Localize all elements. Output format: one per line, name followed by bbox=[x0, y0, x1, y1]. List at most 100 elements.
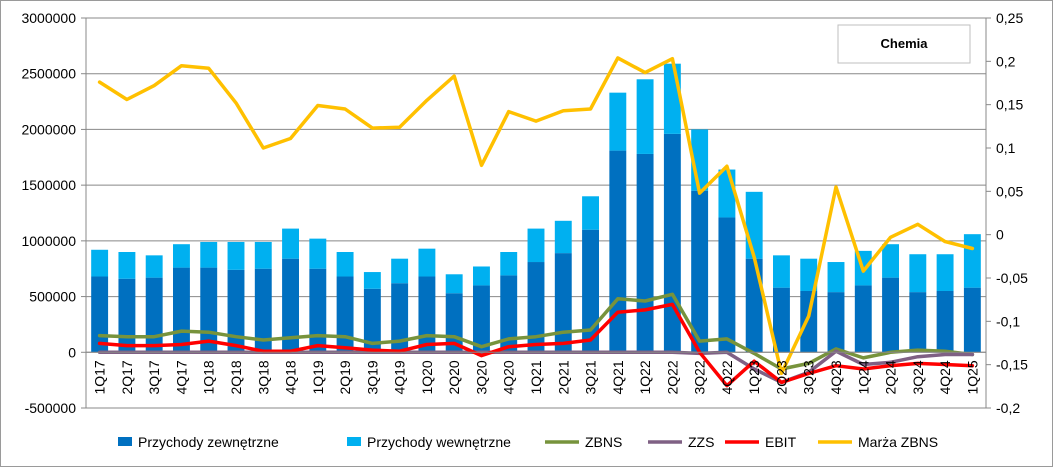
bar-internal-revenue bbox=[554, 220, 572, 254]
category-tick-label: 1Q24 bbox=[855, 360, 871, 394]
bar-external-revenue bbox=[963, 287, 981, 353]
bar-internal-revenue bbox=[282, 228, 299, 259]
category-tick-label: 1Q25 bbox=[964, 360, 980, 394]
bar-internal-revenue bbox=[773, 255, 790, 288]
bar-external-revenue bbox=[718, 217, 736, 353]
bar-internal-revenue bbox=[718, 169, 736, 218]
axes: -500000 0 500000 1000000 1500000 2000000 25000… bbox=[21, 10, 1028, 416]
bar-external-revenue bbox=[745, 258, 763, 353]
category-tick-label: 3Q21 bbox=[583, 360, 599, 394]
category-tick-label: 3Q17 bbox=[146, 360, 162, 394]
category-tick-label: 4Q18 bbox=[283, 360, 299, 394]
series-line-ebit bbox=[97, 302, 975, 388]
category-tick-label: 3Q22 bbox=[692, 360, 708, 394]
category-tick-label: 2Q18 bbox=[228, 360, 244, 394]
category-tick-label: 2Q24 bbox=[883, 360, 899, 394]
right-axis-tick-label: -0,05 bbox=[996, 270, 1028, 286]
category-tick-label: 2Q22 bbox=[664, 360, 680, 394]
bar-external-revenue bbox=[227, 269, 245, 353]
category-tick-label: 4Q19 bbox=[392, 360, 408, 394]
bar-internal-revenue bbox=[963, 234, 981, 288]
bar-internal-revenue bbox=[391, 258, 409, 284]
bar-internal-revenue bbox=[145, 255, 163, 278]
bar-external-revenue bbox=[254, 268, 272, 353]
legend-swatch bbox=[118, 437, 132, 446]
right-axis-tick-label: -0,2 bbox=[996, 400, 1020, 416]
bar-external-revenue bbox=[336, 276, 354, 353]
bar-internal-revenue bbox=[173, 244, 190, 268]
bar-external-revenue bbox=[145, 277, 163, 353]
bar-internal-revenue bbox=[527, 228, 545, 263]
legend-label: Przychody wewnętrzne bbox=[367, 434, 511, 450]
legend-label: ZBNS bbox=[585, 434, 622, 450]
left-axis-tick-label: 1000000 bbox=[21, 233, 76, 249]
legend-label: Marża ZBNS bbox=[858, 434, 938, 450]
bar-external-revenue bbox=[91, 276, 109, 353]
category-tick-label: 4Q22 bbox=[719, 360, 735, 394]
bar-external-revenue bbox=[636, 153, 654, 353]
left-axis-tick-label: 2500000 bbox=[21, 66, 76, 82]
bar-internal-revenue bbox=[827, 262, 845, 293]
title-box: Chemia bbox=[837, 24, 971, 64]
left-axis-tick-label: 3000000 bbox=[21, 10, 76, 26]
title-frame bbox=[837, 24, 971, 64]
legend-label: EBIT bbox=[765, 434, 797, 450]
bar-internal-revenue bbox=[91, 249, 109, 277]
bar-internal-revenue bbox=[500, 252, 518, 276]
bar-external-revenue bbox=[663, 133, 681, 353]
bar-external-revenue bbox=[582, 229, 599, 353]
bar-external-revenue bbox=[554, 253, 572, 353]
bar-internal-revenue bbox=[336, 252, 354, 277]
legend-label: ZZS bbox=[688, 434, 714, 450]
right-axis-tick-label: 0,2 bbox=[996, 53, 1016, 69]
left-axis-tick-label: -500000 bbox=[25, 400, 77, 416]
bar-internal-revenue bbox=[936, 254, 954, 291]
chart-title: Chemia bbox=[881, 36, 929, 51]
category-tick-label: 3Q24 bbox=[910, 360, 926, 394]
right-axis-tick-label: 0 bbox=[996, 227, 1004, 243]
bar-internal-revenue bbox=[254, 241, 272, 269]
category-tick-label: 3Q23 bbox=[801, 360, 817, 394]
right-axis-tick-label: 0,1 bbox=[996, 140, 1016, 156]
bar-internal-revenue bbox=[363, 272, 381, 289]
right-axis-tick-label: 0,25 bbox=[996, 10, 1023, 26]
bar-external-revenue bbox=[473, 285, 490, 353]
category-tick-label: 2Q19 bbox=[337, 360, 353, 394]
bar-external-revenue bbox=[173, 267, 190, 353]
bar-external-revenue bbox=[609, 150, 627, 353]
bar-external-revenue bbox=[118, 278, 136, 353]
bar-external-revenue bbox=[882, 277, 899, 353]
left-axis-tick-label: 500000 bbox=[29, 289, 76, 305]
right-axis-tick-label: -0,1 bbox=[996, 313, 1020, 329]
category-tick-label: 4Q23 bbox=[828, 360, 844, 394]
category-tick-label: 2Q21 bbox=[555, 360, 571, 394]
category-tick-label: 1Q18 bbox=[201, 360, 217, 394]
category-tick-label: 2Q17 bbox=[119, 360, 135, 394]
bar-internal-revenue bbox=[118, 252, 136, 279]
bar-external-revenue bbox=[363, 288, 381, 353]
category-tick-label: 4Q21 bbox=[610, 360, 626, 394]
bar-internal-revenue bbox=[800, 258, 818, 291]
category-tick-label: 1Q23 bbox=[746, 360, 762, 394]
category-tick-label: 2Q20 bbox=[446, 360, 462, 394]
bar-internal-revenue bbox=[663, 63, 681, 134]
bar-internal-revenue bbox=[909, 254, 927, 293]
bar-internal-revenue bbox=[200, 241, 218, 268]
left-axis-tick-label: 2000000 bbox=[21, 121, 76, 137]
bar-external-revenue bbox=[282, 258, 299, 353]
legend-swatch bbox=[347, 437, 361, 446]
bar-external-revenue bbox=[691, 190, 709, 353]
category-tick-label: 3Q19 bbox=[364, 360, 380, 394]
bar-external-revenue bbox=[527, 262, 545, 353]
bar-internal-revenue bbox=[309, 238, 327, 269]
bar-external-revenue bbox=[773, 287, 790, 353]
bar-internal-revenue bbox=[882, 244, 899, 278]
category-tick-label: 3Q20 bbox=[473, 360, 489, 394]
legend-label: Przychody zewnętrzne bbox=[138, 434, 279, 450]
category-tick-label: 1Q21 bbox=[528, 360, 544, 394]
left-axis-tick-label: 0 bbox=[68, 344, 76, 360]
left-axis-tick-label: 1500000 bbox=[21, 177, 76, 193]
